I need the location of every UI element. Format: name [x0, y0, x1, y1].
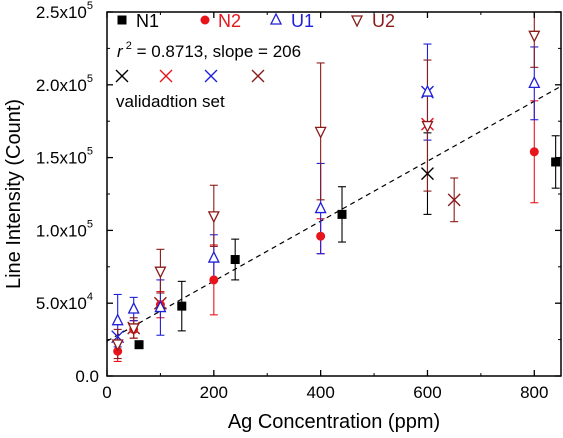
- x-tick-label: 200: [200, 383, 228, 402]
- legend-label-u1: U1: [291, 11, 314, 31]
- legend-validation-label: validadtion set: [116, 92, 225, 111]
- legend-label-u2: U2: [372, 11, 395, 31]
- validation-point: [447, 193, 461, 207]
- x-tick-label: 400: [306, 383, 334, 402]
- legend-marker-u1: [269, 12, 283, 25]
- legend-item-u1: U1: [269, 11, 314, 31]
- point-u2: [207, 211, 220, 224]
- y-tick-label: 1.0x105: [36, 218, 93, 240]
- legend-validation-cross: [251, 69, 265, 83]
- y-tick-label: 2.0x105: [36, 73, 93, 95]
- point-u2: [127, 323, 140, 336]
- y-tick-label: 0.0: [75, 367, 99, 386]
- point-n1: [551, 157, 561, 167]
- point-u1: [421, 84, 434, 97]
- legend-marker-u2: [350, 15, 364, 28]
- fit-line: [107, 85, 561, 342]
- point-n2: [529, 147, 539, 157]
- point-u2: [421, 120, 434, 134]
- legend-validation-cross: [115, 69, 129, 83]
- point-u2: [154, 266, 167, 279]
- point-u1: [314, 201, 327, 214]
- point-n2: [209, 275, 219, 285]
- legend-validation-cross: [159, 69, 173, 83]
- fit-annotation: r 2 = 0.8713, slope = 206: [117, 40, 301, 61]
- legend-item-n2: N2: [200, 11, 241, 31]
- point-n1: [177, 301, 187, 311]
- legend-label-n1: N1: [136, 11, 159, 31]
- point-u2: [111, 339, 124, 352]
- x-tick-label: 600: [413, 383, 441, 402]
- point-u2: [314, 126, 327, 139]
- point-n2: [316, 231, 326, 241]
- point-u1: [111, 313, 124, 326]
- point-u1: [207, 250, 220, 263]
- legend-marker-n1: [117, 15, 127, 25]
- legend-marker-n2: [200, 15, 210, 25]
- x-tick-label: 800: [520, 383, 548, 402]
- legend-label-n2: N2: [218, 11, 241, 31]
- point-u2: [528, 30, 541, 43]
- y-tick-label: 1.5x105: [36, 146, 93, 168]
- legend-item-n1: N1: [117, 11, 159, 31]
- point-n1: [134, 340, 144, 350]
- x-axis-title: Ag Concentration (ppm): [228, 411, 440, 433]
- point-n1: [337, 209, 347, 219]
- point-u1: [528, 75, 541, 88]
- plot-frame: [106, 11, 562, 377]
- x-tick-label: 0: [102, 383, 111, 402]
- y-tick-label: 5.0x104: [36, 291, 93, 313]
- y-axis-title: Line Intensity (Count): [3, 99, 25, 289]
- legend-item-u2: U2: [350, 11, 395, 31]
- y-tick-label: 2.5x105: [36, 0, 93, 22]
- point-u1: [154, 300, 167, 313]
- point-u1: [127, 301, 140, 314]
- validation-point: [420, 167, 434, 181]
- point-n1: [230, 255, 240, 265]
- legend-validation-cross: [204, 69, 218, 83]
